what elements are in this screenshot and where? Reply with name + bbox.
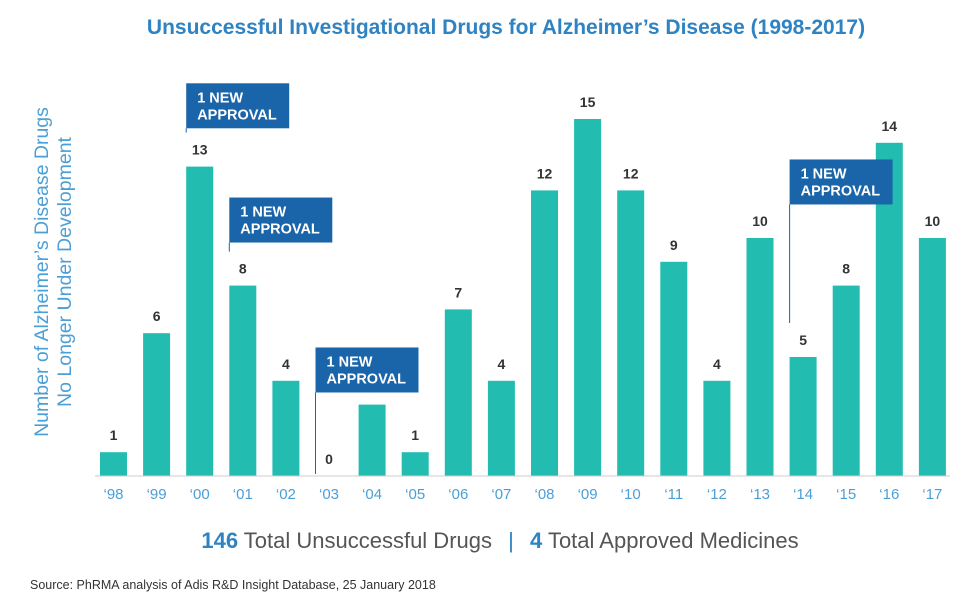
x-tick-label: ‘01 [233, 486, 253, 503]
x-tick-label: ‘05 [405, 486, 425, 503]
approval-label-line1: 1 NEW [327, 354, 373, 370]
bar [531, 190, 558, 476]
bar [703, 380, 731, 476]
x-tick-label: ‘17 [922, 486, 942, 503]
x-tick-label: ‘02 [276, 486, 296, 503]
source-note: Source: PhRMA analysis of Adis R&D Insig… [30, 578, 436, 592]
approval-label-line2: APPROVAL [197, 107, 277, 123]
bar [574, 119, 602, 476]
bar [444, 309, 472, 476]
bar [401, 452, 429, 476]
approval-box [789, 159, 893, 205]
x-tick-label: ‘15 [836, 486, 856, 503]
data-label: 9 [670, 237, 678, 253]
data-label: 12 [623, 165, 639, 181]
approval-label-line1: 1 NEW [801, 166, 847, 182]
approval-box [315, 347, 419, 393]
x-tick-label: ‘08 [534, 486, 554, 503]
approval-label-line2: APPROVAL [801, 183, 881, 199]
bar [229, 285, 257, 476]
data-label: 8 [239, 261, 247, 277]
data-label: 13 [192, 142, 208, 158]
bar [143, 333, 171, 476]
bar [918, 238, 946, 476]
approved-count: 4 [529, 528, 543, 553]
x-tick-label: ‘99 [147, 486, 167, 503]
summary-separator: | [508, 528, 514, 553]
x-tick-label: ‘13 [750, 486, 770, 503]
data-label: 1 [110, 427, 118, 443]
approval-label-line1: 1 NEW [240, 205, 286, 221]
x-tick-label: ‘06 [448, 486, 468, 503]
approval-label-line1: 1 NEW [197, 90, 243, 106]
data-label: 15 [580, 94, 596, 110]
data-label: 5 [799, 332, 807, 348]
chart-title: Unsuccessful Investigational Drugs for A… [146, 16, 866, 39]
unsuccessful-count: 146 [201, 528, 239, 553]
data-label: 6 [153, 308, 161, 324]
data-label: 4 [282, 356, 290, 372]
unsuccessful-label: Total Unsuccessful Drugs [243, 528, 492, 553]
bar [660, 261, 688, 476]
x-tick-label: ‘09 [578, 486, 598, 503]
bar [100, 452, 127, 476]
data-label: 14 [882, 118, 898, 134]
x-tick-label: ‘11 [664, 486, 683, 503]
summary-line: 146 Total Unsuccessful Drugs | 4 Total A… [0, 528, 980, 554]
approval-box [186, 83, 290, 129]
bar [746, 238, 774, 476]
approval-box [229, 197, 333, 243]
data-label: 0 [325, 451, 333, 467]
data-label: 8 [842, 261, 850, 277]
approved-label: Total Approved Medicines [547, 528, 799, 553]
data-label: 10 [925, 213, 941, 229]
approval-label-line2: APPROVAL [327, 371, 407, 387]
x-tick-label: ‘98 [103, 486, 123, 503]
bar [358, 404, 386, 476]
bar [789, 357, 817, 476]
data-label: 4 [498, 356, 506, 372]
data-label: 10 [752, 213, 768, 229]
x-tick-label: ‘04 [362, 486, 382, 503]
x-tick-label: ‘16 [879, 486, 899, 503]
data-label: 1 [411, 427, 419, 443]
approval-label-line2: APPROVAL [240, 222, 320, 238]
x-tick-label: ‘14 [793, 486, 813, 503]
x-tick-label: ‘00 [190, 486, 210, 503]
bar [832, 285, 860, 476]
bar [617, 190, 645, 476]
x-tick-label: ‘10 [621, 486, 641, 503]
x-tick-label: ‘07 [491, 486, 511, 503]
bar [186, 166, 214, 476]
data-label: 12 [537, 165, 553, 181]
x-tick-label: ‘03 [319, 486, 339, 503]
data-label: 4 [713, 356, 721, 372]
bar [487, 380, 515, 476]
x-tick-label: ‘12 [707, 486, 727, 503]
bar [272, 380, 300, 476]
data-label: 7 [454, 284, 462, 300]
